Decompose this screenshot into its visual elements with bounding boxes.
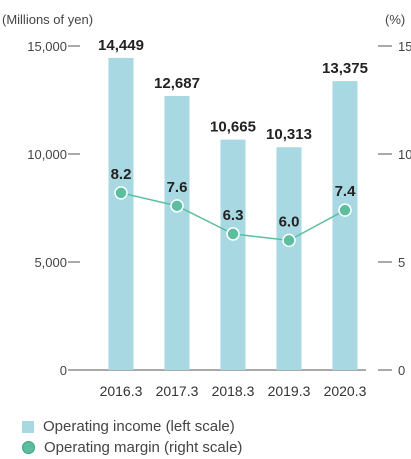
bar-operating-income [220, 139, 246, 370]
legend-item-operating-margin: Operating margin (right scale) [22, 437, 242, 458]
right-tick-label: 15 [398, 39, 411, 54]
left-tick-label: 0 [60, 363, 67, 378]
x-tick-label: 2020.3 [324, 383, 367, 399]
bars: 14,449 12,687 10,665 10,313 13,375 [98, 37, 368, 370]
bar-operating-income [108, 57, 134, 370]
right-tick-label: 10 [398, 147, 411, 162]
margin-point-label: 8.2 [111, 166, 132, 183]
right-tick-label: 5 [398, 255, 405, 270]
bar-value-label: 14,449 [98, 37, 144, 54]
left-tick-label: 15,000 [27, 39, 67, 54]
margin-point-label: 7.6 [167, 179, 188, 196]
bar-operating-income [164, 95, 190, 370]
bar-operating-income [276, 147, 302, 370]
margin-point [226, 227, 240, 241]
x-tick-label: 2018.3 [212, 383, 255, 399]
left-tick-label: 10,000 [27, 147, 67, 162]
right-axis-title: (%) [385, 12, 405, 27]
legend-bar-swatch [22, 420, 34, 433]
legend-item-operating-income: Operating income (left scale) [22, 416, 242, 437]
left-axis-title: (Millions of yen) [2, 12, 93, 27]
margin-point-label: 6.0 [279, 213, 300, 230]
legend-label-operating-margin: Operating margin (right scale) [44, 438, 243, 456]
right-tick-label: 0 [398, 363, 405, 378]
left-tick-label: 5,000 [34, 255, 67, 270]
x-tick-label: 2016.3 [100, 383, 143, 399]
margin-point [338, 203, 352, 217]
bar-value-label: 13,375 [322, 60, 368, 77]
margin-point-label: 6.3 [223, 207, 244, 224]
x-axis-labels: 2016.3 2017.3 2018.3 2019.3 2020.3 [100, 383, 367, 399]
legend-dot-swatch [22, 441, 35, 454]
margin-point [114, 186, 128, 200]
legend-label-operating-income: Operating income (left scale) [43, 417, 235, 435]
legend: Operating income (left scale) Operating … [22, 416, 242, 458]
x-tick-label: 2017.3 [156, 383, 199, 399]
bar-value-label: 12,687 [154, 75, 200, 92]
bar-operating-income [332, 81, 358, 370]
margin-point [170, 199, 184, 213]
x-tick-label: 2019.3 [268, 383, 311, 399]
bar-value-label: 10,665 [210, 119, 256, 136]
right-axis: 0 5 10 15 [378, 39, 411, 378]
margin-point-label: 7.4 [335, 183, 357, 200]
bar-value-label: 10,313 [266, 126, 312, 143]
margin-point [282, 233, 296, 248]
chart: (Millions of yen) (%) 0 5,000 10,000 15,000… [2, 12, 411, 399]
margin-line: 8.2 7.6 6.3 6.0 7.4 [111, 166, 357, 248]
